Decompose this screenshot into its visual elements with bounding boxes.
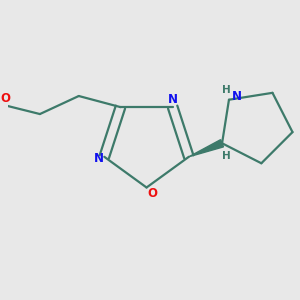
Text: H: H [222, 85, 231, 95]
Text: O: O [147, 187, 157, 200]
Text: N: N [232, 91, 242, 103]
Text: O: O [0, 92, 10, 105]
Text: N: N [168, 93, 178, 106]
Text: H: H [222, 151, 231, 161]
Text: N: N [94, 152, 104, 165]
Polygon shape [189, 140, 224, 157]
